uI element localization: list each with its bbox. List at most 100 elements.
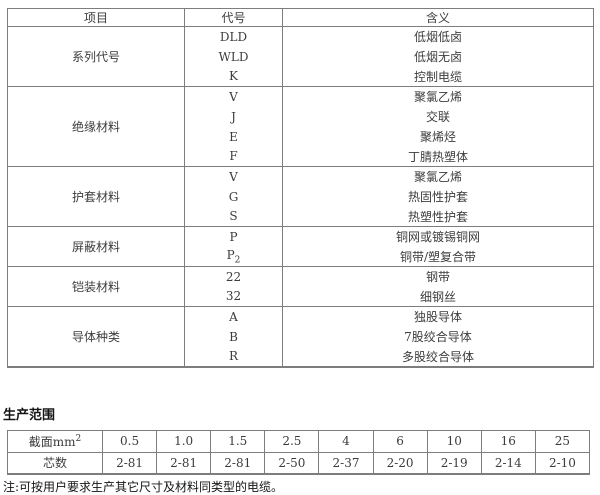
code-cell: G xyxy=(184,186,283,207)
meaning-cell: 交联 xyxy=(425,110,450,124)
code-subscript: 2 xyxy=(234,254,241,265)
table-row: 屏蔽材料 P 铜网或镀锡铜网 xyxy=(7,226,594,267)
code-cell: B xyxy=(184,326,283,347)
table-row: S 热塑性护套 xyxy=(8,206,594,227)
code-cell: P2 xyxy=(184,246,283,267)
core-count-cell: 2-50 xyxy=(264,451,320,475)
code-text: P xyxy=(226,247,235,262)
footnote: 注:可按用户要求生产其它尺寸及材料同类型的电缆。 xyxy=(3,480,284,494)
cross-section-cell: 6 xyxy=(372,429,428,453)
meaning-cell: 钢带 xyxy=(282,266,594,287)
code-text: P xyxy=(229,229,238,244)
cable-code-table: 项目 代号 含义 系列代号 DLD 低烟低卤 WLD 低烟无卤 K 控制电缆绝缘材料 V 聚氯乙… xyxy=(7,8,594,368)
core-count-cell: 2-81 xyxy=(156,451,212,475)
item-cell: 护套材料 xyxy=(7,166,185,227)
code-cell: J xyxy=(184,106,283,127)
meaning-cell: 独股导体 xyxy=(282,306,594,327)
item-cell: 铠装材料 xyxy=(7,266,185,307)
table-row: 32 细钢丝 xyxy=(8,286,594,307)
code-table-header-row: 项目 代号 含义 xyxy=(7,8,594,27)
table-row: B 7股绞合导体 xyxy=(8,326,594,347)
table-row: K 控制电缆 xyxy=(8,66,594,87)
production-range-heading: 生产范围 xyxy=(3,407,56,423)
cross-section-row: 截面mm2 0.5 1.0 1.5 2.5 4 6 10 16 25 xyxy=(7,429,591,453)
table-row: 铠装材料 22 钢带 xyxy=(7,266,594,307)
table-row: E 聚烯烃 xyxy=(8,126,594,147)
code-text: R xyxy=(228,349,239,363)
meaning-cell: 丁腈热塑体 xyxy=(407,149,468,164)
meaning-cell: 控制电缆 xyxy=(413,69,462,84)
code-cell: S xyxy=(184,206,283,227)
meaning-cell: 低烟无卤 xyxy=(413,50,462,64)
code-cell: WLD xyxy=(184,46,283,67)
cross-section-cell: 1.0 xyxy=(156,429,212,453)
meaning-cell: 铜带/塑复合带 xyxy=(399,249,477,264)
code-text: DLD xyxy=(219,29,248,44)
meaning-cell: 7股绞合导体 xyxy=(404,330,472,344)
meaning-cell: 多股绞合导体 xyxy=(401,349,474,364)
core-count-label-cell: 芯数 xyxy=(7,451,103,475)
table-row: 护套材料 V 聚氯乙烯 xyxy=(7,166,594,227)
table-row: G 热固性护套 xyxy=(8,186,594,207)
table-row: R 多股绞合导体 xyxy=(8,346,594,367)
code-text: A xyxy=(229,309,238,324)
meaning-cell: 低烟低卤 xyxy=(282,26,594,47)
code-cell: V xyxy=(184,86,283,107)
item-cell: 导体种类 xyxy=(7,306,185,367)
cross-section-cell: 1.5 xyxy=(210,429,266,453)
core-count-row: 芯数 2-81 2-81 2-81 2-50 2-37 2-20 2-19 2-14 2-10 xyxy=(7,451,591,475)
core-count-cell: 2-81 xyxy=(210,451,266,475)
table-row: P2 铜带/塑复合带 xyxy=(8,246,594,267)
code-text: E xyxy=(229,129,238,144)
core-count-cell: 2-81 xyxy=(101,451,158,475)
cross-section-cell: 25 xyxy=(534,429,591,453)
code-cell: E xyxy=(184,126,283,147)
col-header-item: 项目 xyxy=(7,8,185,27)
code-text: 32 xyxy=(225,289,242,304)
core-count-cell: 2-10 xyxy=(534,451,591,475)
table-row: J 交联 xyxy=(8,106,594,127)
code-cell: K xyxy=(184,66,283,87)
core-count-cell: 2-20 xyxy=(372,451,428,475)
code-cell: P xyxy=(184,226,283,247)
meaning-cell: 铜网或镀锡铜网 xyxy=(282,226,594,247)
code-cell: R xyxy=(184,346,283,367)
code-text: F xyxy=(229,149,238,164)
meaning-cell: 聚氯乙烯 xyxy=(282,166,594,187)
meaning-cell: 聚氯乙烯 xyxy=(282,86,594,107)
code-text: 22 xyxy=(225,269,242,284)
meaning-cell: 热固性护套 xyxy=(407,190,468,204)
code-table-body: 系列代号 DLD 低烟低卤 WLD 低烟无卤 K 控制电缆绝缘材料 V 聚氯乙烯 J 交联 E 聚烯烃 F… xyxy=(7,26,594,367)
table-row: WLD 低烟无卤 xyxy=(8,46,594,67)
core-count-cell: 2-19 xyxy=(426,451,482,475)
table-row: 绝缘材料 V 聚氯乙烯 xyxy=(7,86,594,167)
cross-section-cell: 16 xyxy=(480,429,536,453)
code-cell: 32 xyxy=(184,286,283,307)
code-text: G xyxy=(228,189,239,204)
core-count-cell: 2-37 xyxy=(318,451,374,475)
cross-section-cell: 0.5 xyxy=(101,429,158,453)
meaning-cell: 热塑性护套 xyxy=(407,209,468,224)
code-text: J xyxy=(231,109,236,124)
meaning-cell: 聚烯烃 xyxy=(419,130,456,144)
code-text: WLD xyxy=(218,49,249,64)
cross-section-label-cell: 截面mm2 xyxy=(7,429,103,453)
item-cell: 绝缘材料 xyxy=(7,86,185,167)
code-cell: F xyxy=(184,146,283,167)
core-count-cell: 2-14 xyxy=(480,451,536,475)
code-text: S xyxy=(229,209,238,224)
code-text: V xyxy=(229,89,238,104)
code-cell: DLD xyxy=(184,26,283,47)
table-row: F 丁腈热塑体 xyxy=(8,146,594,167)
cross-section-cell: 2.5 xyxy=(264,429,320,453)
meaning-cell: 细钢丝 xyxy=(419,289,456,304)
code-text: V xyxy=(229,169,238,184)
cross-section-cell: 10 xyxy=(426,429,482,453)
code-text: K xyxy=(229,69,238,84)
item-cell: 系列代号 xyxy=(7,26,185,87)
table-row: 系列代号 DLD 低烟低卤 xyxy=(7,26,594,87)
code-text: B xyxy=(229,329,238,344)
code-cell: 22 xyxy=(184,266,283,287)
code-cell: V xyxy=(184,166,283,187)
